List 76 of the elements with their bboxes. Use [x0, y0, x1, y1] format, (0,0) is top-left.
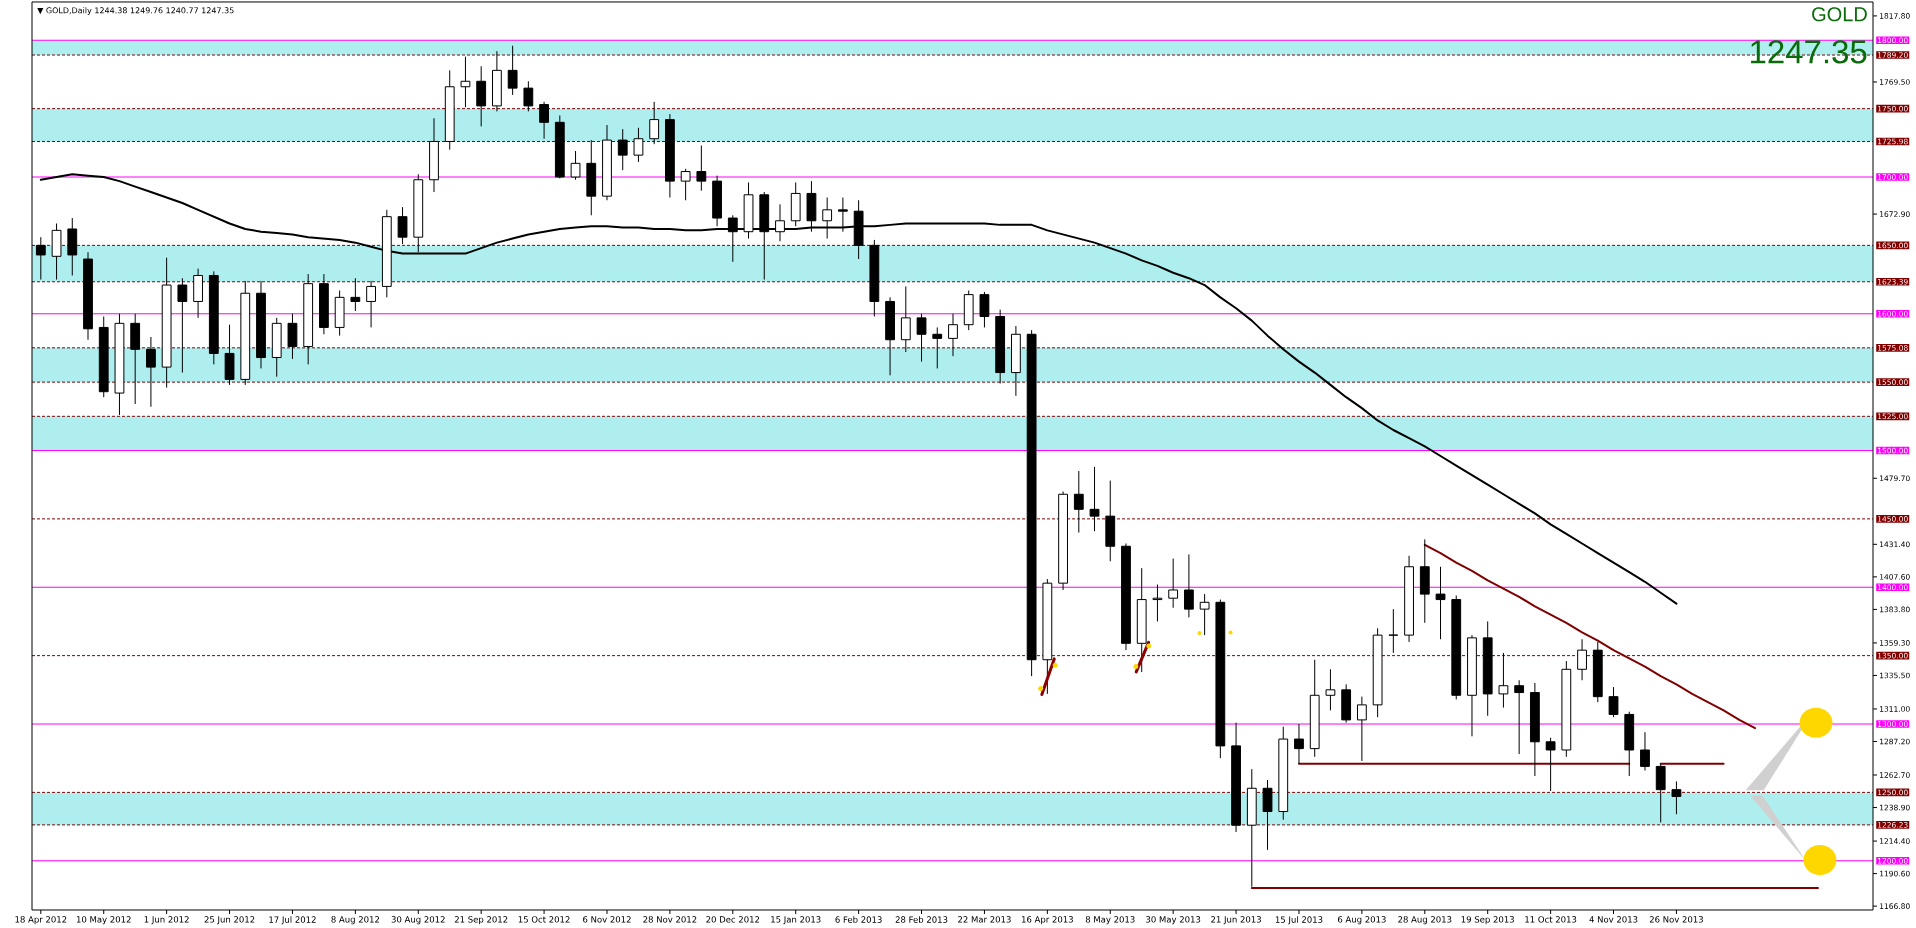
candlestick: [1388, 608, 1399, 654]
candlestick: [680, 168, 691, 201]
candlestick: [633, 127, 644, 163]
candlestick: [366, 280, 376, 328]
candlestick: [649, 101, 660, 145]
x-tick-label: 30 Aug 2012: [391, 916, 445, 925]
x-tick-label: 28 Feb 2013: [895, 916, 948, 923]
candlestick: [35, 236, 46, 281]
x-tick-label: 8 May 2013: [1085, 916, 1135, 925]
x-tick-label: 28 Aug 2013: [1398, 916, 1452, 925]
x-tick-label: 17 Jul 2012: [269, 916, 316, 925]
candlestick: [1168, 558, 1179, 609]
candlestick: [916, 313, 927, 363]
candlestick: [775, 203, 785, 242]
candlestick: [1294, 723, 1304, 765]
x-tick-label: 28 Nov 2012: [643, 916, 697, 923]
candlestick: [838, 197, 848, 233]
x-tick-label: 15 Jan 2013: [771, 916, 821, 925]
x-tick-label: 25 Jun 2012: [204, 916, 255, 925]
candlestick: [397, 206, 408, 245]
candlestick: [1089, 466, 1100, 532]
candlestick: [948, 313, 958, 357]
x-tick-label: 16 Apr 2013: [1022, 916, 1073, 925]
candlestick: [1262, 779, 1273, 851]
candlestick: [932, 326, 943, 369]
annotation: GOLD: [1812, 7, 1867, 22]
x-tick-label: 26 Nov 2013: [1649, 916, 1703, 923]
candlestick: [350, 277, 361, 312]
annotation: 1247.35: [1751, 40, 1867, 64]
x-tick-label: 15 Jul 2013: [1275, 916, 1323, 925]
candlestick: [146, 336, 156, 408]
candlestick: [979, 291, 990, 328]
x-tick-label: 22 Mar 2013: [958, 916, 1011, 923]
x-tick-label: 20 Dec 2012: [706, 916, 760, 923]
candlestick: [523, 80, 534, 112]
candlestick: [1671, 780, 1682, 815]
x-tick-label: 30 May 2013: [1146, 916, 1201, 925]
candlestick: [1640, 731, 1650, 771]
candlestick: [1577, 638, 1587, 681]
x-tick-label: 4 Nov 2013: [1589, 916, 1638, 923]
candlestick: [822, 197, 833, 240]
x-tick-label: 15 Oct 2012: [518, 916, 570, 923]
x-tick-label: 21 Sep 2012: [454, 916, 508, 925]
x-tick-label: 6 Feb 2013: [835, 916, 882, 923]
candlestick: [1435, 566, 1446, 640]
candlestick: [1152, 584, 1163, 622]
candlestick: [1545, 737, 1556, 792]
x-tick-label: 11 Oct 2013: [1525, 916, 1577, 923]
candlestick: [727, 214, 738, 263]
text: ▼ GOLD,Daily 1244.38 1249.76 1240.77 1247.35: [37, 7, 234, 15]
candlestick: [460, 56, 471, 108]
candlestick: [1325, 668, 1336, 711]
candlestick: [1073, 470, 1084, 534]
x-tick-label: 21 Jun 2013: [1211, 916, 1261, 925]
candlestick: [1183, 553, 1194, 618]
x-tick-label: 18 Apr 2012: [15, 916, 67, 925]
candlestick: [1199, 593, 1210, 636]
candlestick: [1655, 763, 1666, 823]
x-tick-label: 19 Sep 2013: [1461, 916, 1514, 925]
candlestick: [570, 150, 581, 181]
candlestick: [507, 45, 518, 96]
x-tick-label: 8 Aug 2012: [331, 916, 380, 925]
x-tick-label: 6 Nov 2012: [583, 916, 631, 923]
candlestick: [1514, 679, 1525, 755]
candlestick: [287, 313, 298, 360]
candlestick: [177, 277, 188, 374]
candlestick: [539, 101, 549, 140]
candlestick: [1608, 686, 1619, 718]
candlestick: [1356, 696, 1367, 762]
x-tick-label: 6 Aug 2013: [1337, 916, 1386, 925]
candlestick: [696, 145, 707, 192]
x-tick-label: 1 Jun 2012: [144, 916, 189, 925]
candlestick: [1498, 652, 1509, 709]
candlestick: [900, 285, 911, 353]
x-tick-label: 10 May 2012: [76, 916, 131, 925]
candlestick: [617, 128, 628, 171]
